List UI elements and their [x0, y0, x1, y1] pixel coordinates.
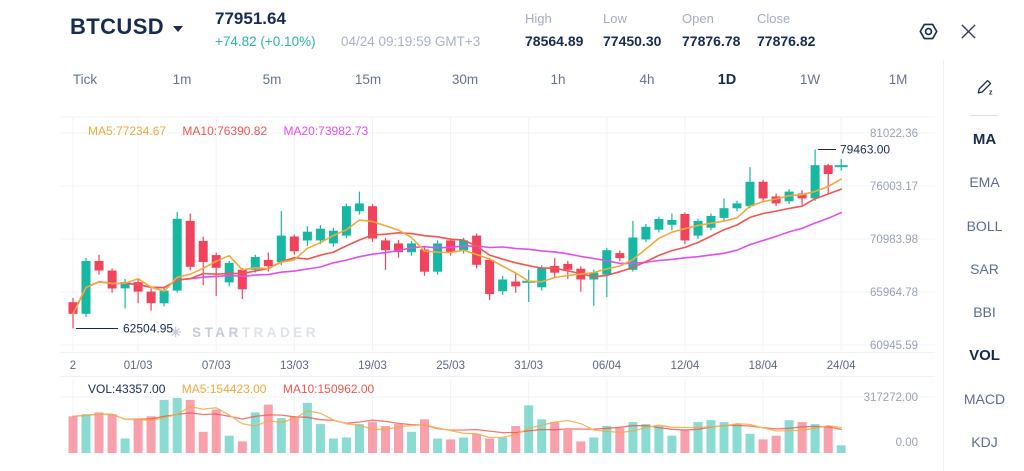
stat-open-label: Open — [682, 11, 714, 26]
indicator-kdj[interactable]: KDJ — [971, 434, 998, 451]
tab-1w[interactable]: 1W — [799, 72, 821, 87]
price-callouts: 79463.00 62504.95 — [76, 142, 890, 336]
indicator-ema[interactable]: EMA — [969, 174, 1000, 191]
volume-bars — [68, 397, 846, 453]
tab-1m[interactable]: 1m — [172, 72, 192, 87]
symbol-name: BTCUSD — [70, 14, 165, 39]
date-tick-label: 24/04 — [827, 360, 856, 372]
stat-low: Low 77450.30 — [603, 11, 661, 49]
tab-1M[interactable]: 1M — [888, 72, 908, 87]
date-tick-label: 31/03 — [514, 360, 543, 372]
stat-high-value: 78564.89 — [525, 33, 584, 49]
ma5-value: MA5:77234.67 — [88, 124, 167, 138]
volume-legend: VOL:43357.00 MA5:154423.00 MA10:150962.0… — [88, 382, 387, 396]
stat-open-value: 77876.78 — [682, 33, 741, 49]
svg-text:z: z — [989, 90, 993, 97]
timeframe-bar: Tick 1m 5m 15m 30m 1h 4h 1D 1W 1M — [0, 64, 940, 98]
stat-low-value: 77450.30 — [603, 33, 662, 49]
indicator-bbi[interactable]: BBI — [973, 304, 996, 321]
volume-ma-lines — [72, 405, 842, 439]
low-price-callout: 62504.95 — [123, 322, 173, 336]
vol-ma5-value: MA5:154423.00 — [181, 382, 267, 396]
price-scale-label: 70983.98 — [870, 234, 918, 246]
indicator-boll[interactable]: BOLL — [966, 217, 1003, 234]
stat-close-label: Close — [757, 11, 791, 26]
indicator-vol[interactable]: VOL — [969, 347, 1000, 365]
stat-close-value: 77876.82 — [757, 33, 816, 49]
date-tick-label: 12/04 — [671, 360, 700, 372]
stat-high-label: High — [525, 11, 552, 26]
price-scale-label: 60945.59 — [870, 340, 918, 352]
tab-4h[interactable]: 4h — [639, 72, 655, 87]
svg-text:✳ STARTRADER: ✳ STARTRADER — [170, 325, 319, 340]
axis-labels: 81022.36 76003.17 70983.98 65964.78 60945.59… — [70, 128, 918, 449]
tab-30m[interactable]: 30m — [451, 72, 479, 87]
quote-timestamp: 04/24 09:19:59 GMT+3 — [341, 34, 481, 49]
stat-open: Open 77876.78 — [682, 11, 740, 49]
indicator-sar[interactable]: SAR — [970, 260, 999, 277]
date-tick-label: 19/03 — [358, 360, 387, 372]
high-price-callout: 79463.00 — [840, 142, 890, 156]
tab-1h[interactable]: 1h — [550, 72, 566, 87]
volume-scale-label: 317272.00 — [864, 392, 918, 404]
stat-high: High 78564.89 — [525, 11, 583, 49]
indicator-ma[interactable]: MA — [972, 131, 997, 148]
tab-tick[interactable]: Tick — [72, 72, 98, 87]
date-tick-label: 25/03 — [436, 360, 465, 372]
date-tick-label: 01/03 — [124, 360, 153, 372]
tab-15m[interactable]: 15m — [354, 72, 382, 87]
sidebar-divider — [970, 115, 998, 116]
date-tick-label: 07/03 — [202, 360, 231, 372]
tab-1d[interactable]: 1D — [717, 72, 737, 88]
vol-ma10-value: MA10:150962.00 — [282, 382, 375, 396]
stat-low-label: Low — [603, 11, 627, 26]
date-tick-label: 2 — [70, 360, 76, 372]
volume-scale-label: 0.00 — [896, 437, 918, 449]
price-scale-label: 76003.17 — [870, 181, 918, 193]
indicator-sidebar: z MA EMA BOLL SAR BBI VOL MACD KDJ — [943, 60, 1024, 471]
ma-lines — [72, 178, 843, 315]
close-icon[interactable] — [955, 18, 981, 44]
tab-5m[interactable]: 5m — [262, 72, 282, 87]
startrader-watermark: ✳ STARTRADER — [170, 325, 319, 340]
price-scale-label: 65964.78 — [870, 287, 918, 299]
ma20-value: MA20:73982.73 — [283, 124, 369, 138]
symbol-caret-icon — [173, 25, 184, 32]
settings-gear-icon[interactable] — [915, 18, 941, 44]
date-tick-label: 13/03 — [280, 360, 309, 372]
stat-close: Close 77876.82 — [757, 11, 815, 49]
ma10-value: MA10:76390.82 — [182, 124, 268, 138]
vol-value: VOL:43357.00 — [88, 382, 166, 396]
last-price: 77951.64 — [215, 9, 286, 28]
symbol-selector[interactable]: BTCUSD — [70, 14, 184, 40]
price-change: +74.82 (+0.10%) — [215, 34, 316, 49]
date-tick-label: 06/04 — [592, 360, 621, 372]
indicator-macd[interactable]: MACD — [963, 390, 1006, 407]
date-tick-label: 18/04 — [749, 360, 778, 372]
ma-legend: MA5:77234.67 MA10:76390.82 MA20:73982.73 — [88, 124, 381, 138]
draw-tool-icon[interactable]: z — [944, 76, 1024, 96]
price-scale-label: 81022.36 — [870, 128, 918, 140]
